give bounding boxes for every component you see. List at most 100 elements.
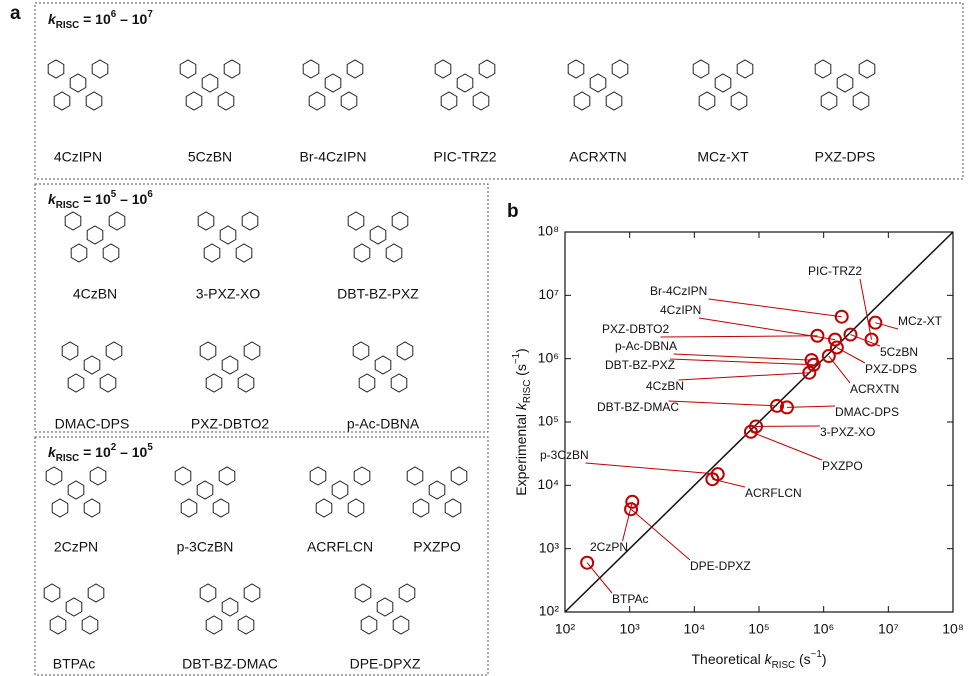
text-run: – 10 — [116, 11, 147, 27]
group-box — [35, 437, 488, 675]
structure-ring — [62, 342, 78, 360]
text-run: – 10 — [116, 444, 147, 460]
figure: a b kRISC = 106 – 1074CzIPN5CzBNBr-4CzIP… — [0, 0, 969, 676]
molecule-name: DPE-DPXZ — [350, 656, 421, 672]
structure-ring — [220, 226, 236, 244]
text-run: RISC — [522, 380, 533, 403]
text-run: RISC — [56, 20, 79, 31]
structure-ring — [413, 499, 429, 517]
molecule-name: DMAC-DPS — [55, 416, 130, 432]
structure-ring — [222, 598, 238, 616]
structure-ring — [65, 212, 81, 230]
leader-line — [787, 406, 835, 407]
structure-ring — [48, 60, 64, 78]
text-run: = 10 — [79, 444, 111, 460]
point-label: 4CzIPN — [660, 303, 701, 317]
structure-ring — [198, 212, 214, 230]
structure-ring — [103, 244, 119, 262]
structure-ring — [213, 499, 229, 517]
y-tick-label: 10⁴ — [537, 476, 559, 492]
structure-ring — [86, 92, 102, 110]
structure-ring — [348, 499, 364, 517]
point-label: PXZ-DBTO2 — [602, 322, 669, 336]
molecule-name: PXZPO — [413, 539, 461, 555]
leader-line — [669, 401, 778, 406]
text-run: RISC — [56, 453, 79, 464]
group-heading: kRISC = 102 – 105 — [48, 442, 153, 464]
text-run: ) — [822, 651, 827, 667]
structure-ring — [354, 467, 370, 485]
structure-ring — [699, 92, 715, 110]
structure-ring — [731, 92, 747, 110]
molecule-name: 2CzPN — [54, 539, 98, 555]
text-run: Experimental — [513, 410, 529, 496]
structure-ring — [355, 584, 371, 602]
y-axis-label: Experimental kRISC (s−1) — [511, 348, 533, 495]
point-label: DPE-DPXZ — [690, 559, 751, 573]
structure-ring — [84, 499, 100, 517]
structure-ring — [175, 467, 191, 485]
leader-line — [837, 348, 865, 363]
leader-line — [751, 432, 822, 460]
molecule-name: ACRXTN — [569, 149, 627, 165]
molecule-name: 3-PXZ-XO — [196, 286, 261, 302]
text-run: – 10 — [116, 191, 147, 207]
structure-ring — [316, 499, 332, 517]
structure-ring — [370, 226, 386, 244]
structure-ring — [70, 74, 86, 92]
leader-line — [586, 463, 718, 474]
point-label: BTPAc — [612, 592, 648, 606]
structure-ring — [429, 481, 445, 499]
point-label: ACRFLCN — [745, 486, 802, 500]
text-run: ) — [513, 348, 529, 353]
structure-ring — [347, 60, 363, 78]
structure-ring — [821, 92, 837, 110]
x-tick-label: 10⁷ — [878, 621, 899, 637]
point-label: MCz-XT — [898, 314, 943, 328]
point-label: p-Ac-DBNA — [615, 339, 677, 353]
text-run: RISC — [772, 660, 795, 671]
y-tick-label: 10⁶ — [538, 349, 559, 365]
molecule-name: PIC-TRZ2 — [434, 149, 497, 165]
structure-ring — [197, 481, 213, 499]
structure-ring — [200, 584, 216, 602]
structure-ring — [859, 60, 875, 78]
structure-ring — [88, 584, 104, 602]
structure-ring — [206, 374, 222, 392]
structure-ring — [244, 342, 260, 360]
leader-line — [661, 336, 818, 337]
structure-ring — [407, 467, 423, 485]
structure-ring — [399, 584, 415, 602]
structure-ring — [100, 374, 116, 392]
structure-ring — [222, 356, 238, 374]
text-run: 7 — [147, 9, 153, 20]
molecule-name: 4CzIPN — [54, 149, 102, 165]
x-axis-label: Theoretical kRISC (s−1) — [692, 649, 827, 671]
structure-ring — [393, 616, 409, 634]
structure-ring — [386, 244, 402, 262]
leader-line — [674, 354, 812, 360]
x-tick-label: 10⁸ — [942, 621, 964, 637]
structure-ring — [200, 342, 216, 360]
structure-ring — [353, 342, 369, 360]
structure-ring — [853, 92, 869, 110]
x-tick-label: 10³ — [620, 621, 641, 637]
molecule-name: p-Ac-DBNA — [347, 416, 420, 432]
structure-ring — [309, 92, 325, 110]
structure-ring — [204, 244, 220, 262]
structure-ring — [392, 212, 408, 230]
point-label: 3-PXZ-XO — [820, 425, 875, 439]
molecule-name: ACRFLCN — [307, 539, 373, 555]
point-label: ACRXTN — [850, 382, 899, 396]
panel-label: b — [507, 201, 519, 222]
structure-ring — [44, 584, 60, 602]
x-tick-label: 10² — [555, 621, 576, 637]
structure-ring — [693, 60, 709, 78]
structure-ring — [218, 92, 234, 110]
group-heading: kRISC = 105 – 106 — [48, 189, 153, 211]
structure-ring — [206, 616, 222, 634]
molecule-name: 4CzBN — [73, 286, 117, 302]
text-run: = 10 — [79, 191, 111, 207]
structure-ring — [377, 598, 393, 616]
structure-ring — [332, 481, 348, 499]
